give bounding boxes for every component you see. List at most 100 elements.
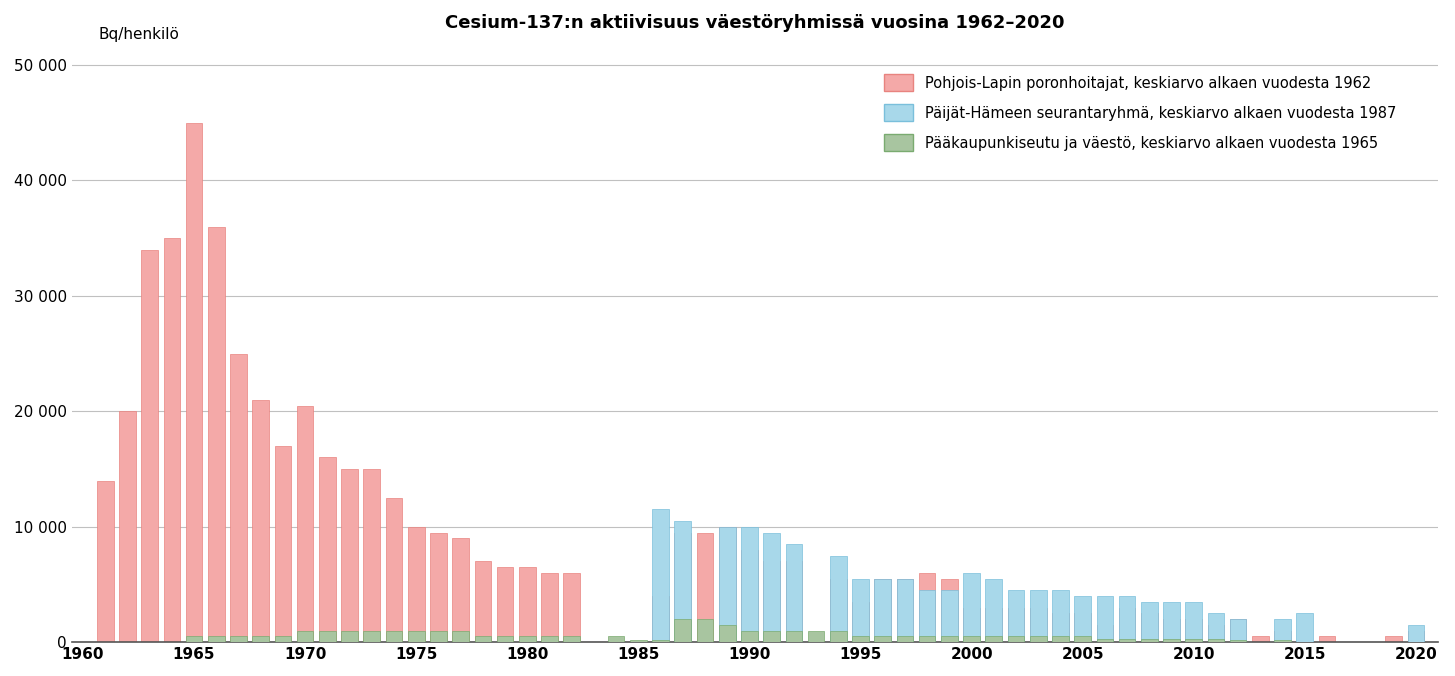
Bar [985,637,1002,642]
Bar [541,637,557,642]
Bar [896,579,914,642]
Bar [563,637,581,642]
Bar [853,602,869,642]
Bar [297,631,313,642]
Bar [496,567,514,642]
Bar [1030,590,1046,642]
Bar [1163,639,1180,642]
Bar [741,631,758,642]
Bar [1163,619,1180,642]
Bar [1074,637,1091,642]
Bar [697,619,713,642]
Title: Cesium-137:n aktiivisuus väestöryhmissä vuosina 1962–2020: Cesium-137:n aktiivisuus väestöryhmissä … [445,14,1065,32]
Bar [275,637,291,642]
Bar [941,637,957,642]
Bar [1275,631,1291,642]
Bar [652,640,669,642]
Bar [918,637,936,642]
Bar [407,631,425,642]
Bar [652,510,669,642]
Bar [1163,602,1180,642]
Bar [1141,639,1158,642]
Bar [297,406,313,642]
Bar [1296,613,1312,642]
Bar [941,579,957,642]
Bar [675,521,691,642]
Bar [319,631,336,642]
Bar [163,238,180,642]
Bar [1186,619,1202,642]
Bar [675,619,691,642]
Bar [1208,613,1224,642]
Bar [896,579,914,642]
Bar [918,573,936,642]
Bar [119,411,135,642]
Bar [275,446,291,642]
Bar [829,631,847,642]
Bar [1074,613,1091,642]
Bar [230,354,247,642]
Bar [1008,608,1024,642]
Bar [474,561,492,642]
Bar [141,249,159,642]
Bar [342,469,358,642]
Bar [1229,619,1247,642]
Bar [874,579,890,642]
Bar [652,596,669,642]
Bar [853,637,869,642]
Bar [874,579,890,642]
Bar [496,637,514,642]
Bar [386,631,403,642]
Bar [386,498,403,642]
Bar [431,533,447,642]
Bar [786,631,802,642]
Bar [519,637,535,642]
Bar [186,122,202,642]
Bar [1229,619,1247,642]
Bar [319,458,336,642]
Bar [563,573,581,642]
Bar [342,631,358,642]
Bar [741,550,758,642]
Bar [741,527,758,642]
Bar [1318,637,1336,642]
Bar [519,567,535,642]
Bar [1119,639,1135,642]
Bar [874,637,890,642]
Bar [853,579,869,642]
Bar [186,637,202,642]
Bar [97,481,113,642]
Bar [786,561,802,642]
Bar [786,544,802,642]
Bar [697,533,713,642]
Bar [1119,596,1135,642]
Bar [719,625,736,642]
Bar [1097,639,1113,642]
Bar [630,640,646,642]
Bar [208,637,224,642]
Legend: Pohjois-Lapin poronhoitajat, keskiarvo alkaen vuodesta 1962, Päijät-Hämeen seura: Pohjois-Lapin poronhoitajat, keskiarvo a… [877,67,1404,158]
Bar [1030,608,1046,642]
Bar [1186,639,1202,642]
Bar [764,631,780,642]
Bar [1119,608,1135,642]
Bar [407,527,425,642]
Bar [1097,625,1113,642]
Bar [1186,602,1202,642]
Bar [1275,619,1291,642]
Bar [1074,596,1091,642]
Bar [252,400,269,642]
Bar [208,226,224,642]
Bar [1008,637,1024,642]
Bar [985,579,1002,642]
Bar [1141,602,1158,642]
Bar [1052,613,1069,642]
Bar [764,561,780,642]
Bar [431,631,447,642]
Bar [1008,590,1024,642]
Bar [719,527,736,642]
Bar [1208,639,1224,642]
Bar [963,637,979,642]
Bar [675,533,691,642]
Bar [252,637,269,642]
